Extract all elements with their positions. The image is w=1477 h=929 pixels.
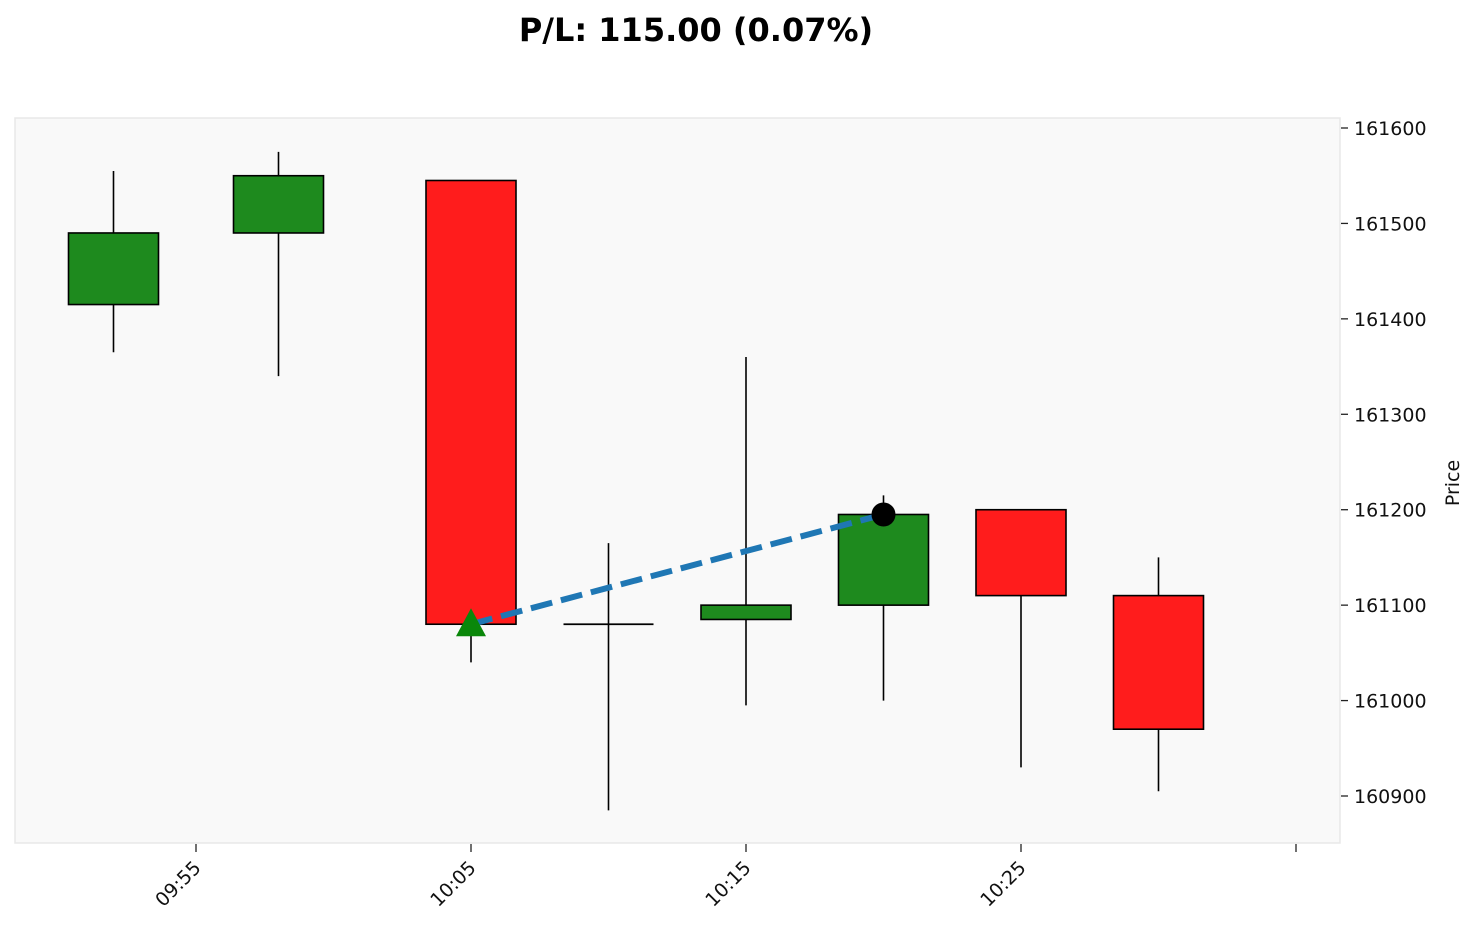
- x-tick-label: 10:25: [976, 857, 1030, 911]
- y-tick-label: 161400: [1354, 309, 1427, 331]
- trade-group: [456, 502, 896, 637]
- y-axis: 160900 161000 161100 161200 161300 161400 1615…: [1341, 118, 1427, 808]
- candle-body-down: [425, 179, 517, 626]
- candle: [1112, 557, 1205, 792]
- y-tick-label: 161500: [1354, 213, 1427, 235]
- chart-title: P/L: 115.00 (0.07%): [519, 11, 873, 49]
- x-tick-label: 09:55: [151, 857, 205, 911]
- x-axis: 09:55 10:05 10:15 10:25: [151, 844, 1297, 911]
- y-tick-label: 160900: [1354, 786, 1427, 808]
- candles-group: [67, 151, 1205, 811]
- candle: [425, 179, 517, 663]
- candle: [67, 170, 160, 353]
- candle: [232, 151, 325, 377]
- y-tick-label: 161600: [1354, 118, 1427, 140]
- candle-body-up: [67, 232, 160, 306]
- candle: [700, 357, 792, 706]
- y-tick-label: 161200: [1354, 500, 1427, 522]
- exit-marker: [871, 502, 896, 527]
- candle-body-up: [232, 174, 325, 234]
- candle: [975, 508, 1067, 768]
- candle-body-up: [700, 604, 792, 621]
- y-tick-label: 161300: [1354, 404, 1427, 426]
- y-tick-label: 161100: [1354, 595, 1427, 617]
- trade-line: [470, 511, 885, 628]
- entry-marker: [456, 608, 486, 637]
- candle-body-down: [1112, 594, 1205, 730]
- candle-body-down: [975, 508, 1067, 597]
- x-tick-label: 10:15: [701, 857, 755, 911]
- y-tick-label: 161000: [1354, 691, 1427, 713]
- candle: [837, 495, 930, 701]
- y-axis-label: Price: [1442, 460, 1464, 506]
- plot-area: [14, 117, 1341, 844]
- x-tick-label: 10:05: [426, 857, 480, 911]
- candle-body-up: [837, 513, 930, 606]
